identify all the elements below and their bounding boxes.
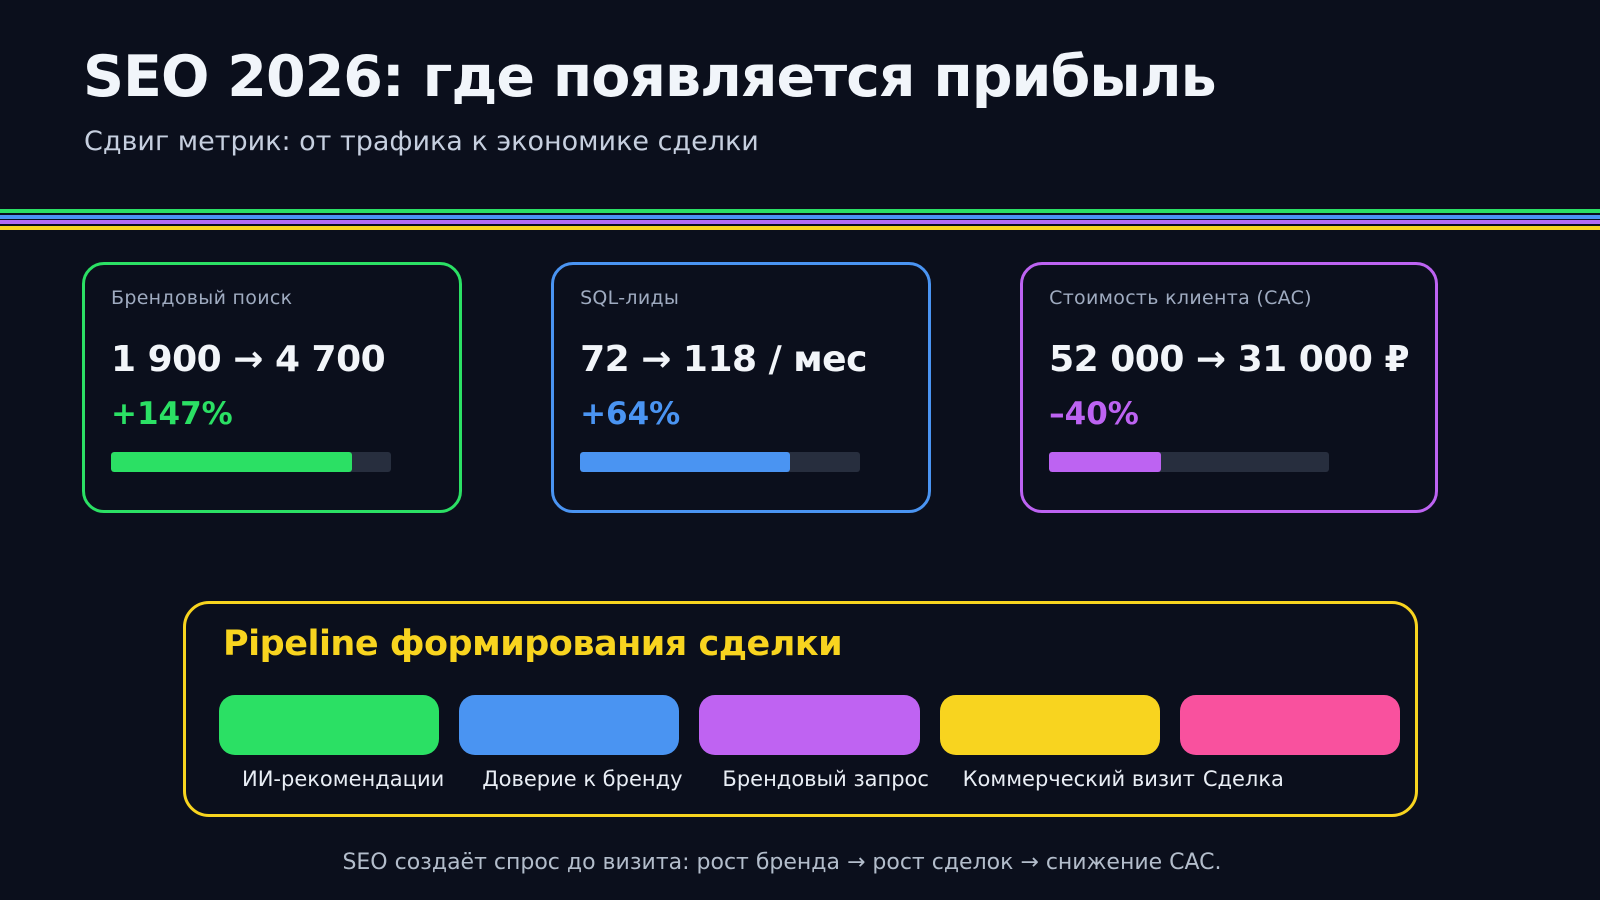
- pipeline-title: Pipeline формирования сделки: [223, 624, 843, 664]
- card-delta: +64%: [580, 395, 681, 432]
- stage-commercial-visit: Коммерческий визит: [939, 695, 1195, 791]
- stripe-purple: [0, 220, 1600, 224]
- card-label: Стоимость клиента (CAC): [1049, 287, 1312, 309]
- progress-bar: [1049, 451, 1330, 472]
- stripe-yellow: [0, 226, 1600, 230]
- progress-bar-fill: [1049, 451, 1162, 472]
- stage-brand-trust: Доверие к бренду: [459, 695, 683, 791]
- stage-label: ИИ-рекомендации: [242, 767, 445, 791]
- stage-deal: Сделка: [1179, 695, 1401, 791]
- stage-ai-recommendations: ИИ-рекомендации: [219, 695, 445, 791]
- stage-label: Брендовый запрос: [722, 767, 929, 791]
- divider-stripes: [0, 209, 1600, 230]
- card-value: 72 → 118 / мес: [580, 339, 867, 380]
- footer-note: SEO создаёт спрос до визита: рост бренда…: [342, 850, 1222, 875]
- pipeline-stages: ИИ-рекомендации Доверие к бренду Брендов…: [219, 695, 1401, 791]
- stage-pill: [699, 695, 920, 755]
- stage-pill: [1179, 695, 1401, 755]
- card-cac: Стоимость клиента (CAC) 52 000 → 31 000 …: [1020, 262, 1438, 513]
- stage-label: Коммерческий визит: [962, 767, 1195, 791]
- card-branded-search: Брендовый поиск 1 900 → 4 700 +147%: [82, 262, 463, 513]
- card-value: 1 900 → 4 700: [111, 339, 386, 380]
- card-label: SQL-лиды: [580, 287, 680, 309]
- stage-pill: [939, 695, 1160, 755]
- page-title: SEO 2026: где появляется прибыль: [83, 44, 1217, 110]
- stage-label: Доверие к бренду: [482, 767, 683, 791]
- card-sql-leads: SQL-лиды 72 → 118 / мес +64%: [551, 262, 932, 513]
- stage-branded-query: Брендовый запрос: [699, 695, 929, 791]
- card-delta: +147%: [111, 395, 233, 432]
- stage-pill: [459, 695, 680, 755]
- page-subtitle: Сдвиг метрик: от трафика к экономике сде…: [84, 126, 759, 157]
- progress-bar-fill: [580, 451, 791, 472]
- progress-bar: [580, 451, 861, 472]
- metric-cards: Брендовый поиск 1 900 → 4 700 +147% SQL-…: [82, 262, 1438, 513]
- progress-bar-fill: [111, 451, 352, 472]
- progress-bar: [111, 451, 391, 472]
- stripe-blue: [0, 215, 1600, 219]
- stage-label: Сделка: [1202, 767, 1284, 791]
- stage-pill: [219, 695, 440, 755]
- card-label: Брендовый поиск: [111, 287, 293, 309]
- card-value: 52 000 → 31 000 ₽: [1049, 339, 1409, 380]
- card-delta: –40%: [1049, 395, 1139, 432]
- pipeline-panel: Pipeline формирования сделки ИИ-рекоменд…: [183, 601, 1418, 817]
- stripe-green: [0, 209, 1600, 213]
